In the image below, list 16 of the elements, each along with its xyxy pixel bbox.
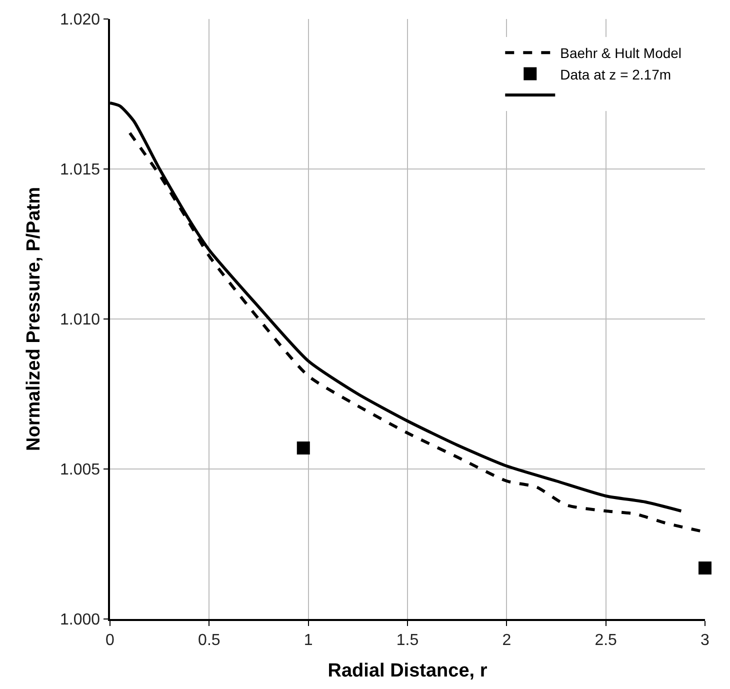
x-tick-label: 1.5	[396, 632, 419, 649]
x-tick-label: 0	[106, 632, 115, 649]
y-tick-label: 1.000	[60, 612, 100, 629]
y-tick-label: 1.015	[60, 162, 100, 179]
x-tick-label: 2	[502, 632, 512, 649]
x-tick-label: 2.5	[594, 632, 618, 649]
legend-label: Data at z = 2.17m	[560, 66, 672, 82]
x-tick-label: 3	[700, 632, 710, 649]
legend-label: Baehr & Hult Model	[560, 45, 682, 62]
x-tick-label: 0.5	[198, 632, 220, 649]
y-tick-label: 1.010	[60, 312, 100, 329]
y-tick-label: 1.005	[60, 462, 100, 479]
x-tick-label: 1	[304, 632, 313, 649]
y-tick-label: 1.020	[60, 12, 100, 29]
y-axis-title: Normalized Pressure, P/Patm	[23, 187, 44, 451]
x-axis-title: Radial Distance, r	[328, 660, 488, 682]
